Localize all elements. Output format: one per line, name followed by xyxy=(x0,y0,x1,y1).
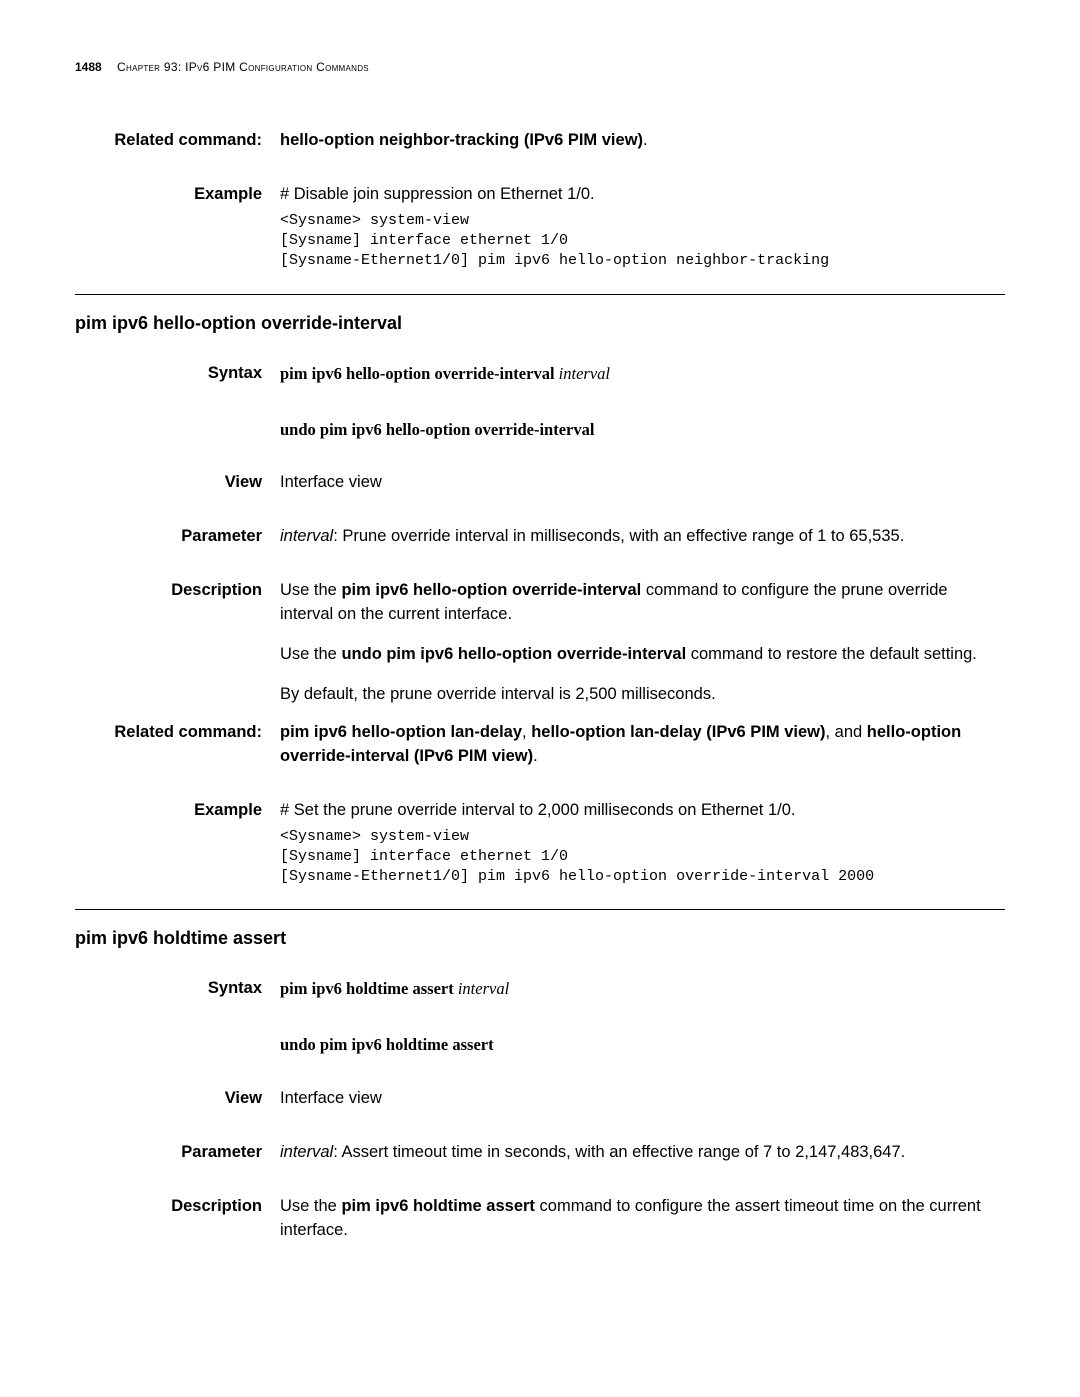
parameter-row: Parameter interval: Assert timeout time … xyxy=(75,1141,1005,1165)
view-label: View xyxy=(75,1087,280,1111)
related-label: Related command: xyxy=(75,129,280,153)
desc-content: Use the pim ipv6 hello-option override-i… xyxy=(280,579,1005,707)
related-cmd1: pim ipv6 hello-option lan-delay xyxy=(280,723,522,741)
syntax-content: pim ipv6 hello-option override-interval … xyxy=(280,362,1005,442)
example-code: <Sysname> system-view [Sysname] interfac… xyxy=(280,211,1005,272)
undo-cmd: undo pim ipv6 holdtime assert xyxy=(280,1035,494,1054)
desc-p1: Use the pim ipv6 hello-option override-i… xyxy=(280,579,1005,627)
related-cmd2: hello-option lan-delay (IPv6 PIM view) xyxy=(531,723,825,741)
page-container: 1488 Chapter 93: IPv6 PIM Configuration … xyxy=(0,0,1080,1317)
desc-content: Use the pim ipv6 holdtime assert command… xyxy=(280,1195,1005,1243)
section-divider xyxy=(75,909,1005,910)
section-title: pim ipv6 hello-option override-interval xyxy=(75,313,1005,334)
param-content: interval: Assert timeout time in seconds… xyxy=(280,1141,1005,1165)
desc-label: Description xyxy=(75,1195,280,1243)
syntax-label: Syntax xyxy=(75,977,280,1057)
syntax-arg: interval xyxy=(458,979,509,998)
param-arg: interval xyxy=(280,1143,333,1161)
example-intro: # Disable join suppression on Ethernet 1… xyxy=(280,183,1005,207)
undo-cmd: undo pim ipv6 hello-option override-inte… xyxy=(280,420,594,439)
desc-p1: Use the pim ipv6 holdtime assert command… xyxy=(280,1195,1005,1243)
syntax-cmd: pim ipv6 holdtime assert xyxy=(280,979,454,998)
related-content: hello-option neighbor-tracking (IPv6 PIM… xyxy=(280,129,1005,153)
syntax-content: pim ipv6 holdtime assert interval undo p… xyxy=(280,977,1005,1057)
desc-label: Description xyxy=(75,579,280,707)
view-text: Interface view xyxy=(280,471,1005,495)
syntax-cmd: pim ipv6 hello-option override-interval xyxy=(280,364,555,383)
example-label: Example xyxy=(75,799,280,888)
view-row: View Interface view xyxy=(75,1087,1005,1111)
page-number: 1488 xyxy=(75,60,102,74)
desc-p3: By default, the prune override interval … xyxy=(280,683,1005,707)
example-code: <Sysname> system-view [Sysname] interfac… xyxy=(280,827,1005,888)
syntax-arg: interval xyxy=(559,364,610,383)
related-content: pim ipv6 hello-option lan-delay, hello-o… xyxy=(280,721,1005,769)
description-row: Description Use the pim ipv6 holdtime as… xyxy=(75,1195,1005,1243)
example-label: Example xyxy=(75,183,280,272)
syntax-row: Syntax pim ipv6 hello-option override-in… xyxy=(75,362,1005,442)
parameter-row: Parameter interval: Prune override inter… xyxy=(75,525,1005,549)
param-label: Parameter xyxy=(75,1141,280,1165)
section-title: pim ipv6 holdtime assert xyxy=(75,928,1005,949)
related-label: Related command: xyxy=(75,721,280,769)
syntax-row: Syntax pim ipv6 holdtime assert interval… xyxy=(75,977,1005,1057)
related-cmd: hello-option neighbor-tracking (IPv6 PIM… xyxy=(280,131,643,149)
example-row: Example # Disable join suppression on Et… xyxy=(75,183,1005,272)
chapter-title: Chapter 93: IPv6 PIM Configuration Comma… xyxy=(117,60,369,74)
syntax-label: Syntax xyxy=(75,362,280,442)
desc-p2: Use the undo pim ipv6 hello-option overr… xyxy=(280,643,1005,667)
example-row: Example # Set the prune override interva… xyxy=(75,799,1005,888)
description-row: Description Use the pim ipv6 hello-optio… xyxy=(75,579,1005,707)
section-divider xyxy=(75,294,1005,295)
param-label: Parameter xyxy=(75,525,280,549)
param-arg: interval xyxy=(280,527,333,545)
view-text: Interface view xyxy=(280,1087,1005,1111)
param-text: : Assert timeout time in seconds, with a… xyxy=(333,1143,905,1161)
view-row: View Interface view xyxy=(75,471,1005,495)
param-content: interval: Prune override interval in mil… xyxy=(280,525,1005,549)
related-command-row: Related command: pim ipv6 hello-option l… xyxy=(75,721,1005,769)
page-header: 1488 Chapter 93: IPv6 PIM Configuration … xyxy=(75,60,1005,74)
view-label: View xyxy=(75,471,280,495)
related-command-row: Related command: hello-option neighbor-t… xyxy=(75,129,1005,153)
example-content: # Disable join suppression on Ethernet 1… xyxy=(280,183,1005,272)
param-text: : Prune override interval in millisecond… xyxy=(333,527,904,545)
example-intro: # Set the prune override interval to 2,0… xyxy=(280,799,1005,823)
example-content: # Set the prune override interval to 2,0… xyxy=(280,799,1005,888)
